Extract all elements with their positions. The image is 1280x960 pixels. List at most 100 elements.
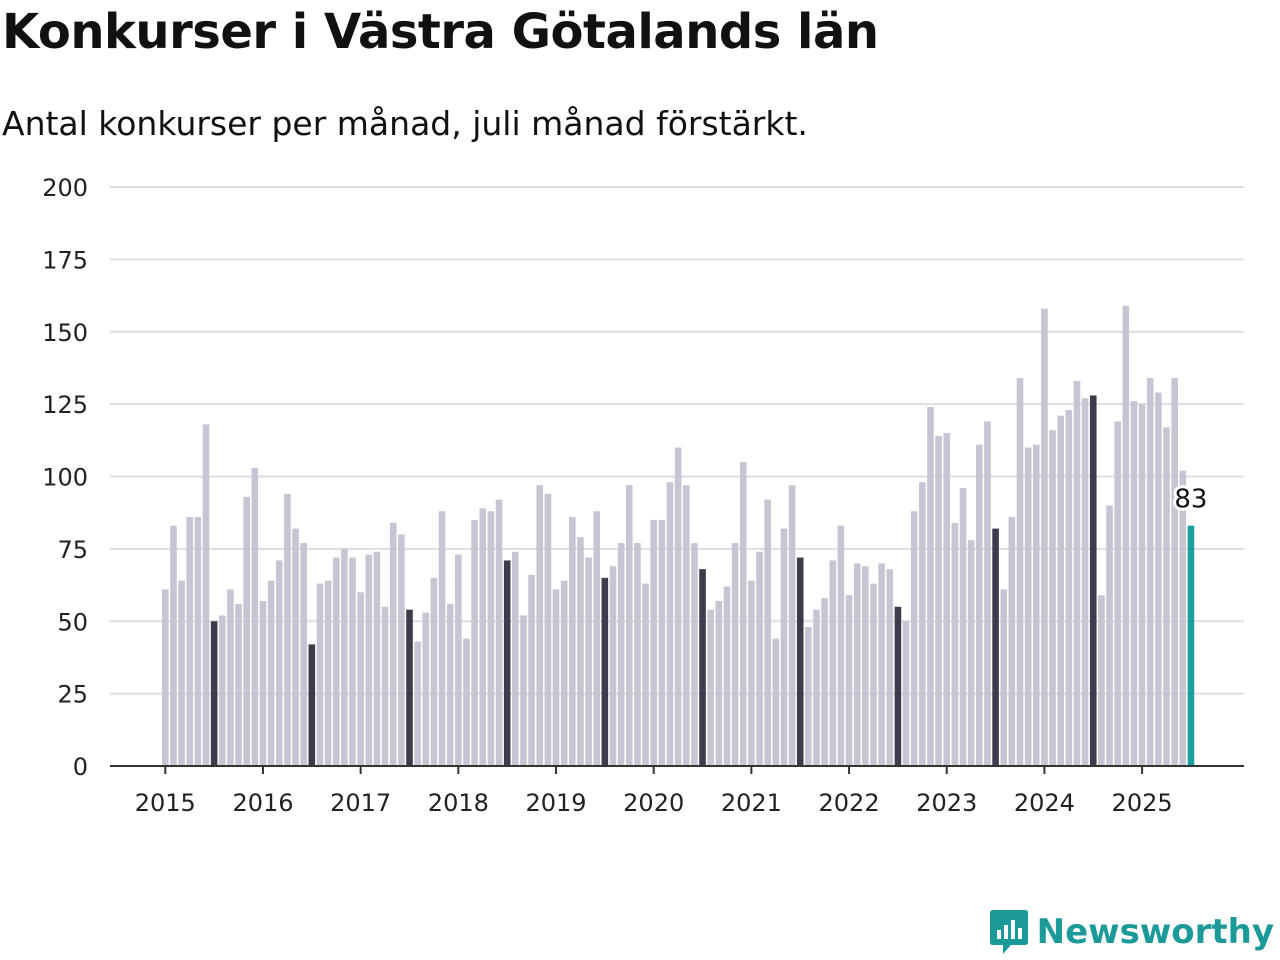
bar-2018-08 (512, 551, 519, 766)
bar-2019-12 (642, 583, 649, 766)
y-tick-label: 0 (73, 753, 88, 781)
y-tick-label: 25 (57, 681, 88, 709)
bar-2024-05 (1073, 380, 1081, 766)
bar-2020-10 (723, 586, 731, 766)
bar-2022-06 (886, 569, 894, 766)
bar-2022-09 (910, 511, 918, 766)
bar-2024-03 (1057, 415, 1064, 766)
bar-2016-10 (332, 557, 340, 766)
bar-2025-07 (1187, 525, 1195, 766)
bar-2016-02 (267, 580, 275, 766)
bar-2018-01 (455, 554, 462, 766)
bar-2017-01 (357, 592, 364, 766)
x-tick-label: 2020 (623, 789, 684, 817)
y-tick-label: 100 (42, 464, 88, 492)
bar-2016-07 (308, 644, 316, 766)
bar-2025-04 (1163, 427, 1170, 766)
bar-2023-08 (1000, 589, 1008, 766)
bar-2015-02 (170, 525, 177, 766)
bar-2021-05 (780, 528, 788, 766)
x-tick-label: 2022 (819, 789, 880, 817)
bar-2018-07 (503, 560, 511, 766)
y-tick-label: 75 (57, 536, 88, 564)
bar-2024-02 (1049, 430, 1056, 766)
bar-2022-10 (919, 482, 926, 766)
bar-2019-11 (634, 543, 641, 766)
bar-2015-09 (227, 589, 234, 766)
bar-2017-08 (414, 641, 421, 766)
bar-2023-12 (1032, 444, 1040, 766)
bar-2020-03 (666, 482, 674, 766)
bar-2021-11 (829, 560, 837, 766)
bar-2024-12 (1130, 401, 1138, 766)
bar-2023-05 (976, 444, 983, 766)
bar-2019-09 (617, 543, 625, 766)
x-tick-label: 2017 (330, 789, 391, 817)
bar-2019-03 (569, 517, 576, 766)
bar-2025-06 (1179, 470, 1187, 766)
bar-2023-04 (967, 540, 975, 766)
bars (162, 305, 1195, 767)
latest-value-label: 83 (1174, 485, 1207, 515)
bar-2018-05 (487, 511, 495, 766)
bar-2015-10 (235, 603, 242, 766)
y-axis-ticks: 0 25 50 75 100 125 150 175 200 (42, 174, 88, 781)
bar-2022-12 (935, 435, 942, 766)
bar-2016-06 (300, 543, 307, 766)
newsworthy-logo-icon (989, 910, 1028, 954)
bar-2024-01 (1041, 308, 1048, 766)
bar-2017-09 (422, 612, 430, 766)
bar-2022-01 (845, 595, 853, 766)
bar-2018-12 (544, 493, 552, 766)
bar-2015-04 (186, 517, 194, 766)
bar-2017-06 (398, 534, 405, 766)
bar-2024-11 (1122, 305, 1130, 766)
bar-2021-06 (788, 485, 796, 766)
bar-2021-10 (821, 598, 828, 766)
bar-2019-06 (593, 511, 601, 766)
x-tick-label: 2021 (721, 789, 782, 817)
bar-2019-10 (625, 485, 633, 766)
bar-2020-08 (707, 609, 714, 766)
bar-2021-04 (772, 638, 780, 766)
bar-2017-02 (365, 554, 373, 766)
bar-2020-06 (691, 543, 698, 766)
bar-2015-07 (210, 621, 218, 766)
bar-2020-09 (715, 600, 723, 766)
bar-2018-10 (528, 574, 535, 766)
y-tick-label: 50 (57, 608, 88, 636)
bar-2017-04 (381, 606, 389, 766)
bar-2022-08 (902, 621, 910, 766)
x-tick-label: 2018 (428, 789, 489, 817)
bar-2015-06 (202, 424, 210, 766)
bar-2015-03 (178, 580, 185, 766)
bar-2022-02 (853, 563, 861, 766)
bar-2025-05 (1171, 378, 1178, 766)
bar-2025-01 (1138, 404, 1146, 767)
bar-2018-04 (479, 508, 487, 766)
bar-2017-05 (389, 522, 397, 766)
bar-2023-01 (943, 433, 951, 766)
bar-2018-06 (495, 499, 503, 766)
bar-2021-08 (805, 627, 812, 766)
bar-2025-03 (1155, 392, 1162, 766)
bar-2017-07 (406, 609, 413, 766)
bar-2023-02 (951, 522, 959, 766)
bar-2019-04 (577, 537, 584, 766)
bar-2016-08 (316, 583, 324, 766)
bar-2024-09 (1106, 505, 1113, 766)
x-tick-label: 2019 (525, 789, 586, 817)
chart-title: Konkurser i Västra Götalands län (2, 4, 879, 60)
bar-2020-04 (674, 447, 682, 766)
bar-2024-07 (1089, 395, 1097, 766)
y-tick-label: 175 (42, 246, 88, 274)
bar-2023-03 (959, 488, 967, 766)
bar-2016-11 (341, 548, 348, 767)
bar-2016-05 (292, 528, 299, 766)
y-tick-label: 200 (42, 174, 88, 202)
bar-2021-09 (813, 609, 820, 766)
bar-2021-02 (756, 551, 763, 766)
bar-2021-07 (796, 557, 804, 766)
annotations: 83 (1171, 482, 1210, 518)
bar-2022-11 (927, 407, 934, 766)
